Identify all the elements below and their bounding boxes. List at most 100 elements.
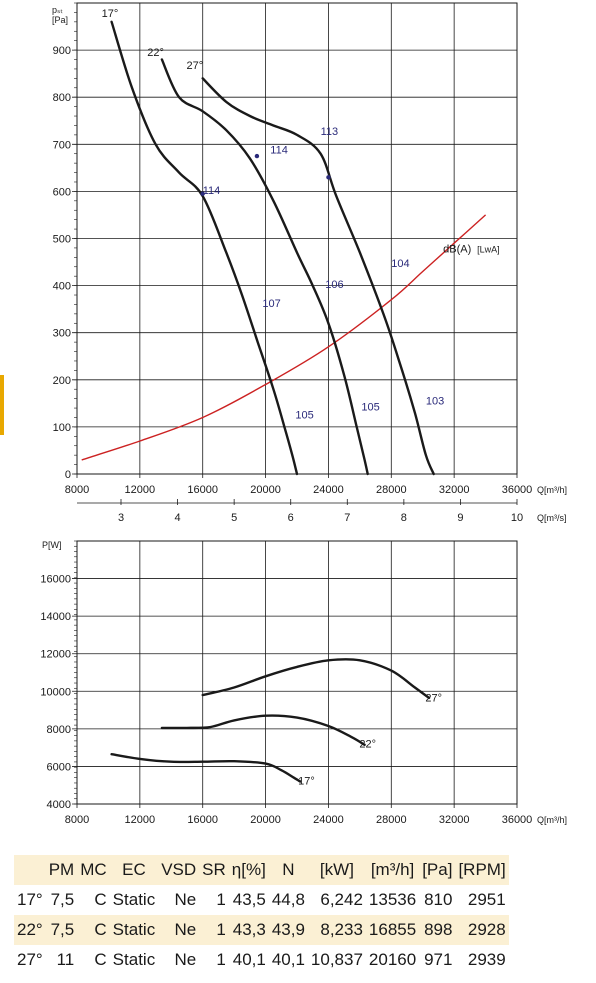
y-tick-label: 8000 [47, 724, 71, 736]
x-tick-label: 24000 [313, 814, 344, 826]
y-tick-label: 0 [65, 469, 71, 481]
sound-level-label: 105 [295, 409, 313, 421]
x2-tick-label: 6 [288, 512, 294, 524]
table-cell: 17° [17, 890, 43, 909]
table-header-cell: SR [202, 860, 226, 879]
y-tick-label: 12000 [40, 649, 71, 661]
sound-marker [254, 153, 260, 159]
table-cell: 971 [424, 950, 453, 969]
x2-tick-label: 9 [457, 512, 463, 524]
x-tick-label: 28000 [376, 484, 407, 496]
angle-label: 22° [147, 47, 164, 59]
table-cell: 7,5 [50, 920, 75, 939]
table-cell: 44,8 [271, 890, 305, 909]
series-line-22 [160, 714, 366, 746]
sound-level-label: 107 [262, 298, 280, 310]
x2-tick-label: 10 [511, 512, 523, 524]
x2-tick-label: 4 [175, 512, 181, 524]
table-cell: Static [112, 890, 156, 909]
performance-table: PM MC EC VSD SR η[%] N [kW] [m³/h] [Pa] [RPM] 17° 7… [14, 855, 509, 975]
accent-bar [0, 375, 4, 435]
table-cell: C [94, 920, 107, 939]
table-cell: 13536 [368, 890, 417, 909]
table-header-cell: [m³/h] [370, 860, 415, 879]
table-cell: Ne [174, 890, 197, 909]
sound-level-label: 104 [391, 258, 409, 270]
table-cell: Ne [174, 950, 197, 969]
table-cell: 40,1 [271, 950, 305, 969]
sound-marker [200, 191, 205, 196]
table-body: 17° 7,5 C Static Ne 1 43,5 44,8 6,242 13536 810 295… [14, 885, 509, 975]
sound-level-label: 114 [203, 185, 221, 197]
x-tick-label: 32000 [439, 484, 470, 496]
table-cell: 1 [216, 950, 226, 969]
table-cell: Static [112, 950, 156, 969]
table-cell: 8,233 [320, 920, 363, 939]
y-tick-label: 500 [53, 234, 71, 246]
x-tick-label: 20000 [250, 484, 281, 496]
x-tick-label: 36000 [502, 814, 533, 826]
series-line-17 [110, 20, 299, 476]
x-tick-label: 8000 [65, 484, 89, 496]
table-header-cell: VSD [161, 860, 197, 879]
table-header-cell: [Pa] [422, 860, 453, 879]
x-tick-label: 12000 [125, 814, 156, 826]
table-cell: 43,3 [232, 920, 266, 939]
table-header-cell: PM [48, 860, 75, 879]
x2-tick-label: 3 [118, 512, 124, 524]
sound-marker [326, 175, 331, 180]
y-tick-label: 900 [53, 45, 71, 57]
table-cell: 2951 [467, 890, 506, 909]
fan-performance-charts: 8000 12000 16000 20000 24000 28000 32000 360000… [40, 2, 567, 826]
table-cell: 43,5 [232, 890, 266, 909]
x2-tick-label: 7 [344, 512, 350, 524]
angle-label: 27° [187, 60, 204, 72]
table-cell: 6,242 [320, 890, 363, 909]
x-axis-label: Q[m³/h] [537, 815, 567, 825]
table-header-cell: η[%] [231, 860, 266, 879]
table-header-cell: EC [122, 860, 146, 879]
y-tick-label: 200 [53, 375, 71, 387]
sound-level-label: 114 [270, 145, 288, 157]
table-cell: 898 [424, 920, 453, 939]
x-tick-label: 12000 [125, 484, 156, 496]
y-axis-label: P[W] [42, 540, 62, 550]
x-axis-label: Q[m³/h] [537, 485, 567, 495]
x-tick-label: 28000 [376, 814, 407, 826]
table-header-cell: [RPM] [458, 860, 506, 879]
table-cell: 27° [17, 950, 43, 969]
table-header-cell: [kW] [319, 860, 354, 879]
x2-axis-label: Q[m³/s] [537, 513, 567, 523]
y-tick-label: 800 [53, 92, 71, 104]
table-row: 17° 7,5 C Static Ne 1 43,5 44,8 6,242 13536 810 295… [14, 885, 509, 915]
x-tick-label: 8000 [65, 814, 89, 826]
y-tick-label: 6000 [47, 761, 71, 773]
table-cell: 810 [424, 890, 453, 909]
x-tick-label: 24000 [313, 484, 344, 496]
table-cell: Static [112, 920, 156, 939]
table-cell: 43,9 [271, 920, 305, 939]
y-tick-label: 16000 [40, 574, 71, 586]
table-cell: 1 [216, 920, 226, 939]
y-axis-unit: [Pa] [52, 15, 68, 25]
table-header-cell [14, 855, 46, 885]
table-cell: C [94, 950, 107, 969]
sound-level-label: 106 [325, 279, 343, 291]
sound-curve-unit: [LwA] [477, 244, 500, 254]
table-cell: 11 [56, 950, 75, 969]
y-axis-label: pₛₜ [52, 5, 63, 15]
series-line-27 [201, 77, 435, 476]
angle-label: 22° [359, 739, 376, 751]
table-cell: 2939 [467, 950, 506, 969]
table-header-cell: MC [80, 860, 107, 879]
table-row: 22° 7,5 C Static Ne 1 43,3 43,9 8,233 16855 898 292… [14, 915, 509, 945]
x-tick-label: 16000 [187, 814, 218, 826]
table-cell: 10,837 [310, 950, 363, 969]
table-header-row: PM MC EC VSD SR η[%] N [kW] [m³/h] [Pa] [RPM] [14, 855, 509, 885]
x-tick-label: 20000 [250, 814, 281, 826]
table-cell: C [94, 890, 107, 909]
y-tick-label: 100 [53, 422, 71, 434]
x-tick-label: 36000 [502, 484, 533, 496]
table-header-cell: N [282, 860, 295, 879]
sound-level-label: 105 [361, 401, 379, 413]
